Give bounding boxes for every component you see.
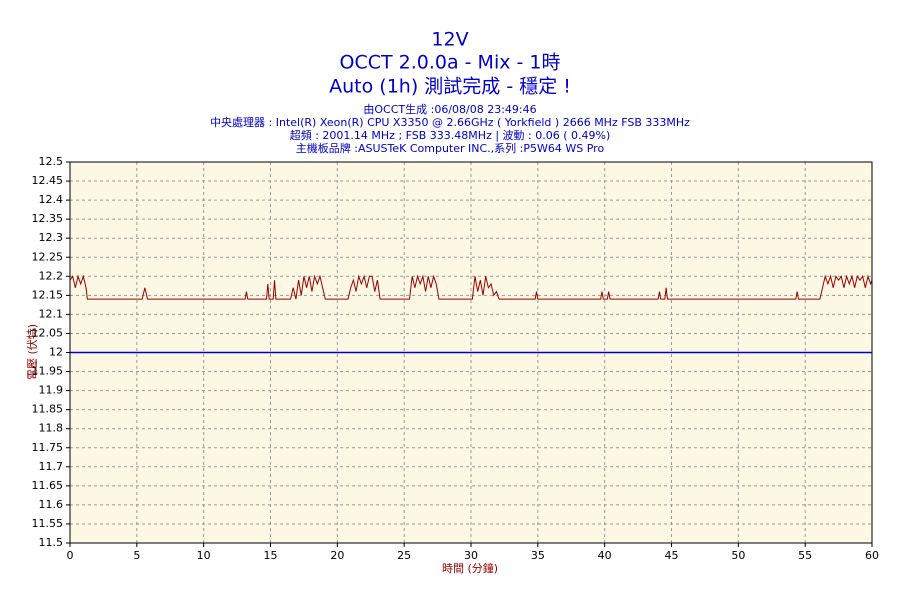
y-tick-label: 11.85 bbox=[32, 403, 64, 416]
y-tick-label: 11.55 bbox=[32, 517, 64, 530]
y-tick-label: 12.15 bbox=[32, 288, 64, 301]
info-line: 中央處理器 : Intel(R) Xeon(R) CPU X3350 @ 2.6… bbox=[210, 115, 690, 129]
y-axis-label: 電壓 (伏特) bbox=[25, 324, 39, 380]
x-tick-label: 40 bbox=[598, 549, 612, 562]
y-tick-label: 12.2 bbox=[39, 269, 64, 282]
y-tick-label: 12.35 bbox=[32, 212, 64, 225]
x-axis-label: 時間 (分鐘) bbox=[442, 561, 498, 575]
x-tick-label: 5 bbox=[133, 549, 140, 562]
y-tick-label: 12.4 bbox=[39, 193, 64, 206]
x-tick-label: 25 bbox=[397, 549, 411, 562]
data-line bbox=[69, 274, 873, 300]
chart-subtitle: OCCT 2.0.0a - Mix - 1時 bbox=[340, 52, 561, 74]
x-tick-label: 20 bbox=[330, 549, 344, 562]
y-tick-label: 11.7 bbox=[39, 460, 64, 473]
y-tick-label: 11.65 bbox=[32, 479, 64, 492]
chart-title: 12V bbox=[431, 29, 468, 51]
y-tick-label: 11.95 bbox=[32, 365, 64, 378]
x-tick-label: 50 bbox=[731, 549, 745, 562]
y-tick-label: 11.6 bbox=[39, 498, 64, 511]
info-line: 由OCCT生成 :06/08/08 23:49:46 bbox=[363, 102, 536, 116]
y-tick-label: 12.45 bbox=[32, 174, 64, 187]
x-tick-label: 15 bbox=[264, 549, 278, 562]
x-tick-label: 55 bbox=[798, 549, 812, 562]
y-tick-label: 12.1 bbox=[39, 307, 64, 320]
plot-border bbox=[69, 161, 873, 544]
x-tick-label: 30 bbox=[464, 549, 478, 562]
info-line: 超頻 : 2001.14 MHz ; FSB 333.48MHz | 波動 : … bbox=[290, 128, 611, 142]
y-tick-label: 12.3 bbox=[39, 231, 64, 244]
x-tick-label: 45 bbox=[665, 549, 679, 562]
x-tick-label: 35 bbox=[531, 549, 545, 562]
chart-subtitle: Auto (1h) 測試完成 - 穩定 ! bbox=[329, 76, 571, 98]
info-line: 主機板品牌 :ASUSTeK Computer INC.,系列 :P5W64 W… bbox=[296, 141, 605, 155]
y-tick-label: 11.8 bbox=[39, 422, 64, 435]
x-tick-label: 60 bbox=[865, 549, 879, 562]
y-tick-label: 12.25 bbox=[32, 250, 64, 263]
y-tick-label: 12 bbox=[49, 346, 63, 359]
y-tick-label: 11.75 bbox=[32, 441, 64, 454]
y-tick-label: 12.05 bbox=[32, 326, 64, 339]
x-tick-label: 10 bbox=[197, 549, 211, 562]
y-tick-label: 12.5 bbox=[39, 155, 64, 168]
y-tick-label: 11.5 bbox=[39, 536, 64, 549]
x-tick-label: 0 bbox=[67, 549, 74, 562]
y-tick-label: 11.9 bbox=[39, 384, 64, 397]
